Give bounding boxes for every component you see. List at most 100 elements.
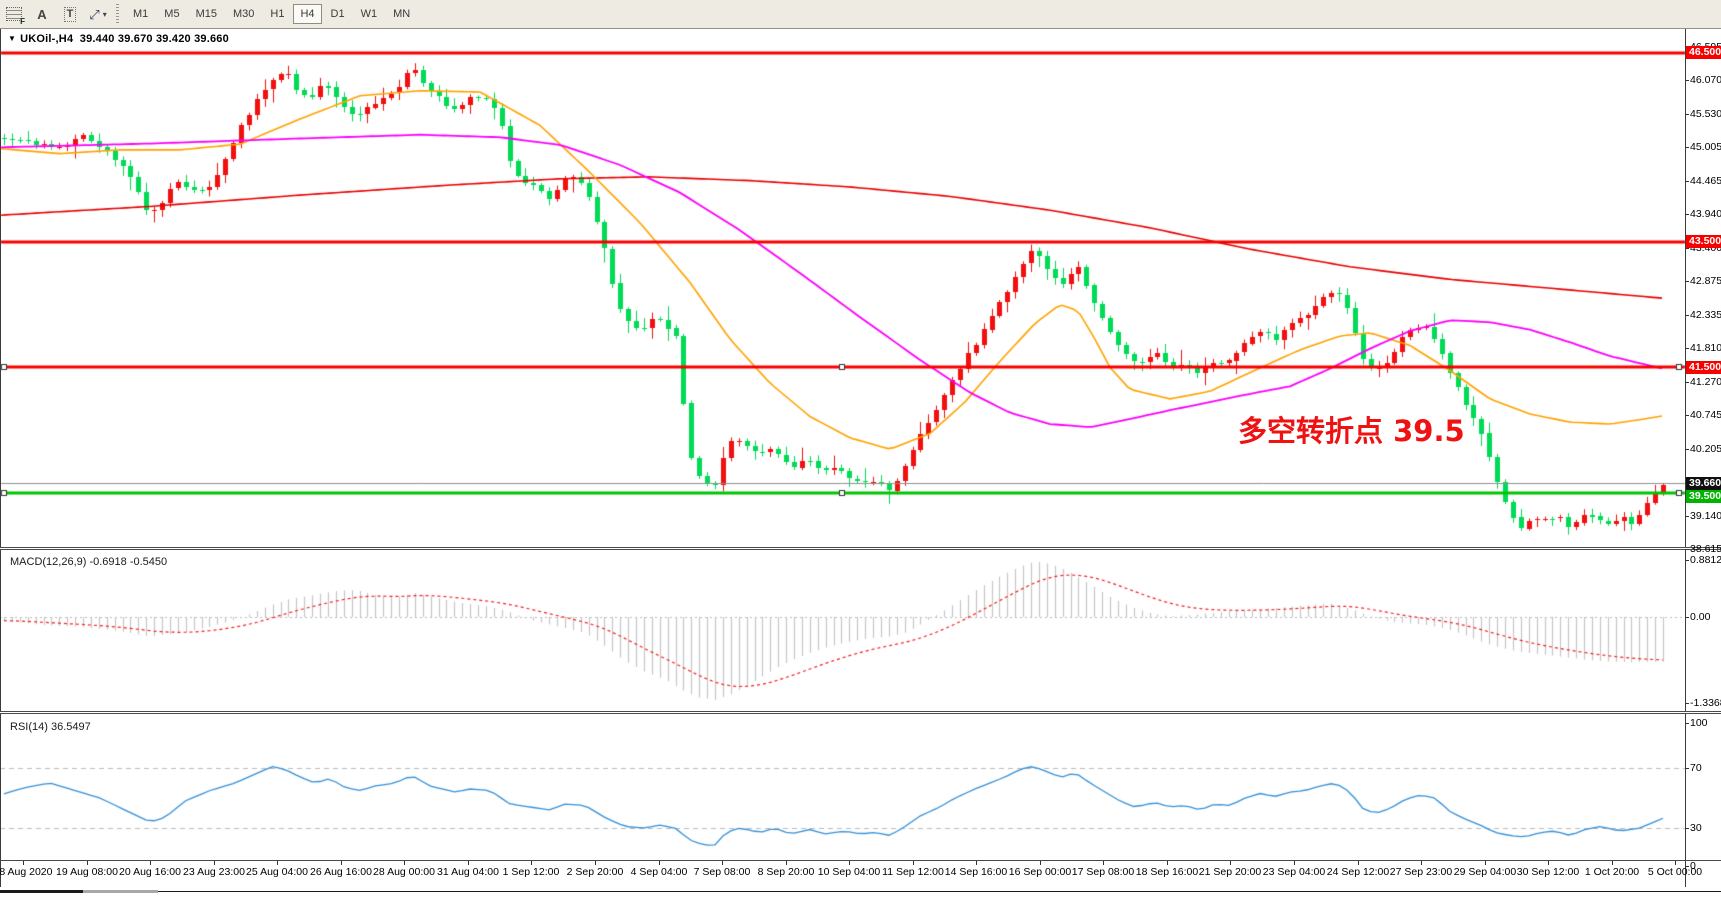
price-tick-mark: [1685, 80, 1689, 81]
annotation-text[interactable]: 多空转折点 39.5: [1238, 414, 1465, 448]
price-tick-label: 45.530: [1690, 108, 1721, 120]
time-tick-mark: [1358, 861, 1359, 865]
time-tick-label: 7 Sep 08:00: [693, 866, 751, 878]
time-tick-mark: [214, 861, 215, 865]
time-tick-mark: [468, 861, 469, 865]
time-tick-label: 4 Sep 04:00: [630, 866, 688, 878]
time-tick-label: 25 Aug 04:00: [246, 866, 308, 878]
time-tick-label: 29 Sep 04:00: [1453, 866, 1517, 878]
timeframe-button-D1[interactable]: D1: [324, 4, 352, 24]
indicator-tick-label: 100: [1690, 717, 1708, 729]
indicator-tick-label: 30: [1690, 822, 1702, 834]
indicator-tick-label: 0.8812: [1690, 554, 1721, 566]
time-tick-mark: [786, 861, 787, 865]
chart-title: ▼ UKOil-,H4 39.440 39.670 39.420 39.660: [8, 33, 229, 45]
time-tick-mark: [1421, 861, 1422, 865]
price-flag-43.500: 43.500: [1686, 235, 1721, 248]
price-tick-mark: [1685, 214, 1689, 215]
time-tick-mark: [722, 861, 723, 865]
timeframe-button-H4[interactable]: H4: [293, 4, 322, 24]
price-tick-mark: [1685, 516, 1689, 517]
time-tick-label: 30 Sep 12:00: [1516, 866, 1580, 878]
price-tick-label: 42.875: [1690, 275, 1721, 287]
timeframe-button-W1[interactable]: W1: [354, 4, 385, 24]
timeframe-button-M15[interactable]: M15: [189, 4, 224, 24]
price-tick-label: 45.005: [1690, 141, 1721, 153]
price-tick-label: 40.745: [1690, 409, 1721, 421]
timeframe-button-H1[interactable]: H1: [263, 4, 291, 24]
toolbar-grip[interactable]: [116, 4, 119, 24]
time-tick-label: 20 Aug 16:00: [119, 866, 181, 878]
time-tick-label: 24 Sep 12:00: [1326, 866, 1390, 878]
scrollbar-track-left[interactable]: [0, 890, 83, 893]
time-tick-label: 1 Oct 20:00: [1584, 866, 1640, 878]
indicator-tick-label: 0: [1690, 860, 1696, 872]
indicator-tick-mark: [1685, 828, 1689, 829]
ohlc-values: 39.440 39.670 39.420 39.660: [79, 33, 229, 45]
text-tool-button[interactable]: T: [57, 2, 83, 26]
indicator-tick-label: 70: [1690, 762, 1702, 774]
time-tick-label: 28 Aug 00:00: [373, 866, 435, 878]
time-tick-mark: [23, 861, 24, 865]
time-tick-label: 23 Aug 23:00: [183, 866, 245, 878]
price-tick-mark: [1685, 549, 1689, 550]
scrollbar-track-right[interactable]: [158, 891, 1721, 892]
time-tick-mark: [1230, 861, 1231, 865]
time-tick-label: 5 Oct 00:00: [1647, 866, 1703, 878]
price-flag-41.500: 41.500: [1686, 361, 1721, 374]
main-macd-divider[interactable]: [0, 547, 1721, 550]
price-tick-label: 38.615: [1690, 543, 1721, 555]
price-tick-mark: [1685, 147, 1689, 148]
scrollbar-thumb[interactable]: [83, 890, 158, 893]
arrow-objects-button[interactable]: ⤢ ▾: [85, 2, 111, 26]
time-tick-label: 1 Sep 12:00: [502, 866, 560, 878]
symbol-dropdown-icon[interactable]: ▼: [8, 34, 17, 43]
price-tick-mark: [1685, 114, 1689, 115]
time-tick-mark: [659, 861, 660, 865]
time-tick-label: 14 Sep 16:00: [944, 866, 1008, 878]
price-tick-label: 39.140: [1690, 510, 1721, 522]
time-tick-label: 21 Sep 20:00: [1198, 866, 1262, 878]
time-axis-border: [0, 860, 1721, 861]
macd-label: MACD(12,26,9) -0.6918 -0.5450: [10, 556, 168, 568]
time-tick-label: 18 Sep 16:00: [1135, 866, 1199, 878]
price-tick-label: 42.335: [1690, 309, 1721, 321]
time-tick-mark: [1612, 861, 1613, 865]
time-tick-label: 31 Aug 04:00: [437, 866, 499, 878]
macd-rsi-divider[interactable]: [0, 711, 1721, 714]
time-tick-label: 26 Aug 16:00: [310, 866, 372, 878]
indicator-tick-mark: [1685, 703, 1689, 704]
time-tick-label: 11 Sep 12:00: [882, 866, 944, 878]
time-tick-mark: [531, 861, 532, 865]
fibonacci-retracement-button[interactable]: F: [1, 2, 27, 26]
axis-separator-line: [1685, 29, 1686, 887]
timeframe-button-M5[interactable]: M5: [157, 4, 186, 24]
timeframe-button-M30[interactable]: M30: [226, 4, 261, 24]
timeframe-button-MN[interactable]: MN: [386, 4, 417, 24]
time-tick-mark: [277, 861, 278, 865]
price-tick-mark: [1685, 248, 1689, 249]
price-tick-mark: [1685, 382, 1689, 383]
time-tick-mark: [1548, 861, 1549, 865]
time-tick-mark: [1485, 861, 1486, 865]
price-flag-39.660: 39.660: [1686, 477, 1721, 490]
price-tick-label: 41.270: [1690, 376, 1721, 388]
time-tick-mark: [341, 861, 342, 865]
text-label-button[interactable]: A: [29, 2, 55, 26]
time-tick-label: 19 Aug 08:00: [56, 866, 118, 878]
indicator-tick-mark: [1685, 617, 1689, 618]
price-tick-mark: [1685, 449, 1689, 450]
price-tick-mark: [1685, 348, 1689, 349]
timeframe-button-M1[interactable]: M1: [126, 4, 155, 24]
indicator-tick-label: -1.3368: [1690, 697, 1721, 709]
rsi-label: RSI(14) 36.5497: [10, 721, 91, 733]
symbol-timeframe: UKOil-,H4: [20, 33, 74, 45]
time-tick-label: 23 Sep 04:00: [1262, 866, 1326, 878]
price-tick-mark: [1685, 415, 1689, 416]
price-tick-label: 40.205: [1690, 443, 1721, 455]
price-flag-46.500: 46.500: [1686, 46, 1721, 59]
indicator-tick-mark: [1685, 866, 1689, 867]
time-tick-mark: [1294, 861, 1295, 865]
